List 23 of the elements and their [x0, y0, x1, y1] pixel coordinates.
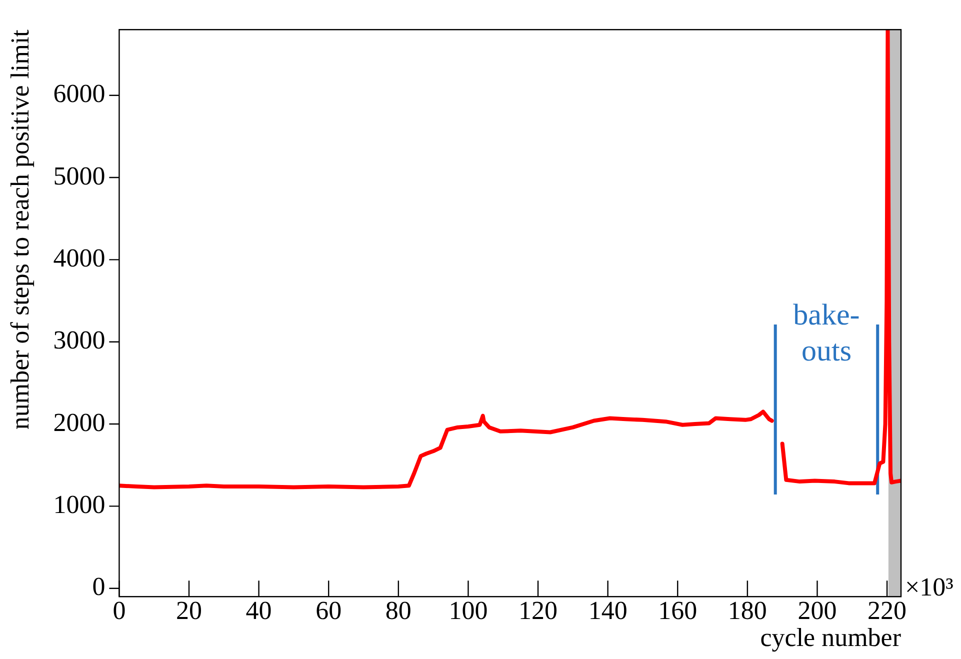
x-tick-label: 40	[246, 596, 272, 626]
x-tick-label: 220	[868, 596, 907, 626]
y-tick-label: 4000	[53, 244, 106, 273]
x-tick-label: 120	[518, 596, 558, 626]
x-axis-title: cycle number	[760, 623, 902, 652]
y-tick-label: 5000	[53, 161, 106, 190]
y-axis-title: number of steps to reach positive limit	[5, 28, 34, 430]
x-tick-label: 80	[385, 596, 412, 626]
x-tick-label: 180	[728, 596, 767, 626]
x-tick-label: 140	[588, 596, 628, 626]
y-tick-label: 1000	[53, 490, 106, 520]
x-tick-label: 160	[658, 596, 698, 626]
x-tick-label: 0	[112, 596, 126, 626]
y-tick-label: 3000	[53, 326, 106, 355]
y-tick-label: 6000	[53, 79, 106, 108]
x-tick-label: 20	[176, 596, 202, 626]
x-tick-label: 60	[316, 596, 342, 626]
text: ×10³	[905, 572, 954, 602]
annotation: bake-outs	[793, 298, 860, 368]
y-tick-label: 0	[92, 572, 106, 602]
y-tick-label: 2000	[53, 408, 106, 437]
x-tick-label: 200	[798, 596, 837, 626]
x-tick-label: 100	[448, 596, 488, 626]
